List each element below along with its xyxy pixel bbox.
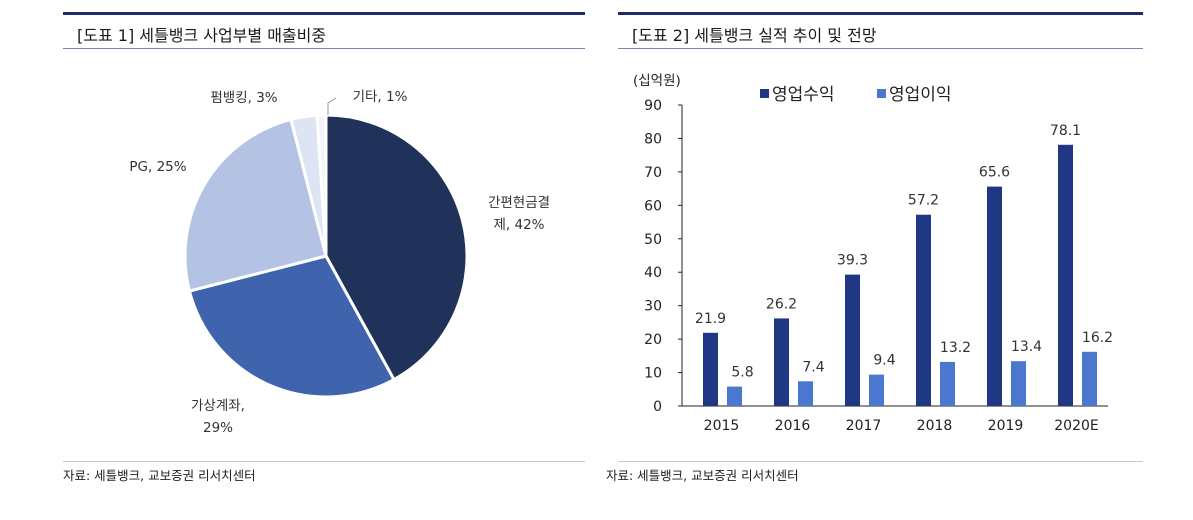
bar-revenue xyxy=(703,332,718,406)
x-tick-label: 2015 xyxy=(704,418,740,434)
title-underline xyxy=(618,48,1143,49)
x-tick-label: 2018 xyxy=(917,418,953,434)
bar-profit xyxy=(940,361,955,406)
pie-leader-line xyxy=(327,97,337,115)
y-tick-label: 50 xyxy=(644,232,662,248)
bar-value-label: 13.4 xyxy=(1011,339,1042,355)
bar-profit xyxy=(1082,351,1097,406)
bar-value-label: 7.4 xyxy=(802,359,824,375)
y-tick-label: 70 xyxy=(644,165,662,181)
bar-profit xyxy=(869,374,884,406)
bar-value-label: 78.1 xyxy=(1050,123,1081,139)
y-tick-label: 10 xyxy=(644,366,662,382)
pie-slice xyxy=(183,117,328,293)
bar-value-label: 21.9 xyxy=(695,311,726,327)
pie-slice-label: 가상계좌, 29% xyxy=(191,398,245,436)
bar-value-label: 65.6 xyxy=(979,165,1010,181)
pie-slice-label: 기타, 1% xyxy=(353,89,408,105)
bar-revenue xyxy=(987,186,1002,406)
source-note: 자료: 세틀뱅크, 교보증권 리서치센터 xyxy=(606,468,799,483)
y-tick-label: 80 xyxy=(644,131,662,147)
y-tick-label: 90 xyxy=(644,98,662,114)
y-tick-label: 20 xyxy=(644,332,662,348)
bar-value-label: 9.4 xyxy=(873,353,895,369)
x-tick-label: 2016 xyxy=(775,418,811,434)
y-unit-label: (십억원) xyxy=(633,73,681,89)
x-tick-label: 2020E xyxy=(1054,418,1098,434)
source-note: 자료: 세틀뱅크, 교보증권 리서치센터 xyxy=(63,468,256,483)
bar-revenue xyxy=(774,318,789,406)
title-underline xyxy=(63,48,585,49)
x-tick-label: 2017 xyxy=(846,418,882,434)
panel-top-rule xyxy=(618,12,1143,15)
bar-revenue xyxy=(1058,144,1073,407)
pie-slice-label: 간편현금결 제, 42% xyxy=(488,195,550,233)
pie-slice xyxy=(187,254,396,399)
bar-chart-title: [도표 2] 세틀뱅크 실적 추이 및 전망 xyxy=(632,26,877,45)
bar-value-label: 26.2 xyxy=(766,296,797,312)
pie-slice-label: PG, 25% xyxy=(129,159,186,175)
panel-top-rule xyxy=(63,12,585,15)
legend-swatch xyxy=(760,89,769,98)
bar-value-label: 13.2 xyxy=(940,340,971,356)
y-tick-label: 60 xyxy=(644,198,662,214)
pie-chart-title: [도표 1] 세틀뱅크 사업부별 매출비중 xyxy=(77,26,327,45)
bar-value-label: 16.2 xyxy=(1082,330,1113,346)
pie-slice xyxy=(324,113,469,382)
y-tick-label: 0 xyxy=(653,399,662,415)
bar-value-label: 5.8 xyxy=(731,365,753,381)
footer-rule xyxy=(618,461,1143,462)
y-tick-label: 40 xyxy=(644,265,662,281)
bar-value-label: 57.2 xyxy=(908,193,939,209)
bar-value-label: 39.3 xyxy=(837,253,868,269)
pie-slice xyxy=(315,113,328,257)
legend-label: 영업수익 xyxy=(772,85,835,105)
bar-profit xyxy=(798,381,813,406)
bar-profit xyxy=(1011,361,1026,406)
x-tick-label: 2019 xyxy=(988,418,1024,434)
y-tick-label: 30 xyxy=(644,299,662,315)
bar-revenue xyxy=(916,214,931,406)
bar-revenue xyxy=(845,274,860,406)
legend-swatch xyxy=(877,89,886,98)
bar-profit xyxy=(727,386,742,406)
footer-rule xyxy=(63,461,585,462)
legend-label: 영업이익 xyxy=(889,85,952,105)
pie-slice-label: 펌뱅킹, 3% xyxy=(210,90,277,106)
